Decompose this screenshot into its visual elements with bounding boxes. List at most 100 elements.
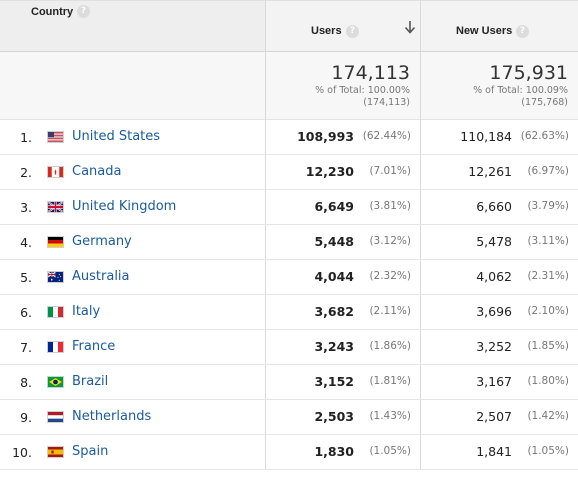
new-users-cell: 6,660 (3.79%) bbox=[420, 190, 578, 224]
users-value: 2,503 bbox=[314, 409, 354, 424]
row-rank: 8. bbox=[20, 375, 32, 390]
table-row-8: 8. Brazil 3,152 (1.81%) 3,167 (1.80%) bbox=[0, 365, 578, 400]
table-row-7: 7. France 3,243 (1.86%) 3,252 (1.85%) bbox=[0, 330, 578, 365]
users-value: 5,448 bbox=[314, 234, 354, 249]
new-users-value: 3,696 bbox=[476, 304, 512, 319]
users-cell: 3,243 (1.86%) bbox=[265, 330, 420, 364]
new-users-help-icon[interactable]: ? bbox=[516, 25, 529, 38]
row-rank: 10. bbox=[12, 445, 32, 460]
new-users-cell: 3,167 (1.80%) bbox=[420, 365, 578, 399]
totals-new-users-cell: 175,931 % of Total: 100.09% (175,768) bbox=[420, 52, 578, 120]
users-percent: (1.05%) bbox=[369, 445, 411, 457]
country-column-label: Country bbox=[31, 6, 74, 18]
new-users-percent: (1.42%) bbox=[527, 410, 569, 422]
users-percent: (3.81%) bbox=[369, 200, 411, 212]
it-flag-icon bbox=[47, 306, 64, 318]
users-percent: (3.12%) bbox=[369, 235, 411, 247]
users-percent: (62.44%) bbox=[362, 130, 411, 142]
new-users-cell: 1,841 (1.05%) bbox=[420, 435, 578, 469]
users-value: 108,993 bbox=[297, 129, 354, 144]
country-cell: 6. Italy bbox=[0, 295, 265, 329]
users-value: 3,243 bbox=[314, 339, 354, 354]
country-cell: 10. Spain bbox=[0, 435, 265, 469]
header-new-users[interactable]: New Users ? bbox=[420, 0, 578, 52]
new-users-cell: 4,062 (2.31%) bbox=[420, 260, 578, 294]
new-users-value: 6,660 bbox=[476, 199, 512, 214]
row-rank: 4. bbox=[20, 235, 32, 250]
users-help-icon[interactable]: ? bbox=[346, 25, 359, 38]
country-link[interactable]: Canada bbox=[72, 164, 122, 179]
users-value: 3,682 bbox=[314, 304, 354, 319]
new-users-value: 3,167 bbox=[476, 374, 512, 389]
us-flag-icon bbox=[47, 131, 64, 143]
users-value: 1,830 bbox=[314, 444, 354, 459]
sort-descending-icon[interactable] bbox=[404, 19, 416, 35]
new-users-column-label: New Users bbox=[456, 25, 513, 37]
users-cell: 5,448 (3.12%) bbox=[265, 225, 420, 259]
new-users-percent: (2.31%) bbox=[527, 270, 569, 282]
users-cell: 12,230 (7.01%) bbox=[265, 155, 420, 189]
total-new-users-pct: % of Total: 100.09% bbox=[473, 85, 568, 96]
country-link[interactable]: Germany bbox=[72, 234, 132, 249]
country-link[interactable]: Netherlands bbox=[72, 409, 152, 424]
header-users[interactable]: Users ? bbox=[265, 0, 420, 52]
users-cell: 3,682 (2.11%) bbox=[265, 295, 420, 329]
country-link[interactable]: United States bbox=[72, 129, 161, 144]
country-link[interactable]: Italy bbox=[72, 304, 101, 319]
users-cell: 3,152 (1.81%) bbox=[265, 365, 420, 399]
country-cell: 4. Germany bbox=[0, 225, 265, 259]
row-rank: 3. bbox=[20, 200, 32, 215]
country-link[interactable]: Brazil bbox=[72, 374, 109, 389]
gb-flag-icon bbox=[47, 201, 64, 213]
country-cell: 7. France bbox=[0, 330, 265, 364]
country-link[interactable]: France bbox=[72, 339, 116, 354]
row-rank: 5. bbox=[20, 270, 32, 285]
new-users-cell: 3,696 (2.10%) bbox=[420, 295, 578, 329]
table-row-6: 6. Italy 3,682 (2.11%) 3,696 (2.10%) bbox=[0, 295, 578, 330]
users-percent: (2.32%) bbox=[369, 270, 411, 282]
new-users-percent: (1.05%) bbox=[527, 445, 569, 457]
total-users-value: 174,113 bbox=[331, 62, 410, 84]
table-row-9: 9. Netherlands 2,503 (1.43%) 2,507 (1.42… bbox=[0, 400, 578, 435]
new-users-cell: 12,261 (6.97%) bbox=[420, 155, 578, 189]
users-percent: (1.86%) bbox=[369, 340, 411, 352]
country-cell: 2. Canada bbox=[0, 155, 265, 189]
new-users-value: 5,478 bbox=[476, 234, 512, 249]
table-row-5: 5. Australia 4,044 (2.32%) 4,062 (2.31%) bbox=[0, 260, 578, 295]
country-help-icon[interactable]: ? bbox=[77, 5, 90, 18]
es-flag-icon bbox=[47, 446, 64, 458]
new-users-cell: 3,252 (1.85%) bbox=[420, 330, 578, 364]
totals-country-cell bbox=[0, 52, 265, 120]
country-cell: 3. United Kingdom bbox=[0, 190, 265, 224]
users-percent: (2.11%) bbox=[369, 305, 411, 317]
new-users-percent: (3.79%) bbox=[527, 200, 569, 212]
users-value: 3,152 bbox=[314, 374, 354, 389]
total-new-users-value: 175,931 bbox=[489, 62, 568, 84]
row-rank: 9. bbox=[20, 410, 32, 425]
country-cell: 1. United States bbox=[0, 120, 265, 154]
users-cell: 108,993 (62.44%) bbox=[265, 120, 420, 154]
new-users-cell: 5,478 (3.11%) bbox=[420, 225, 578, 259]
new-users-value: 110,184 bbox=[460, 129, 512, 144]
new-users-value: 2,507 bbox=[476, 409, 512, 424]
de-flag-icon bbox=[47, 236, 64, 248]
new-users-cell: 110,184 (62.63%) bbox=[420, 120, 578, 154]
users-percent: (1.43%) bbox=[369, 410, 411, 422]
new-users-percent: (1.80%) bbox=[527, 375, 569, 387]
country-link[interactable]: United Kingdom bbox=[72, 199, 177, 214]
new-users-percent: (6.97%) bbox=[527, 165, 569, 177]
users-value: 6,649 bbox=[314, 199, 354, 214]
new-users-percent: (2.10%) bbox=[527, 305, 569, 317]
new-users-percent: (3.11%) bbox=[527, 235, 569, 247]
country-link[interactable]: Australia bbox=[72, 269, 130, 284]
header-country[interactable]: Country ? bbox=[0, 0, 265, 52]
ca-flag-icon bbox=[47, 166, 64, 178]
country-link[interactable]: Spain bbox=[72, 444, 109, 459]
total-users-pct: % of Total: 100.00% bbox=[315, 85, 410, 96]
users-cell: 1,830 (1.05%) bbox=[265, 435, 420, 469]
users-cell: 6,649 (3.81%) bbox=[265, 190, 420, 224]
users-value: 12,230 bbox=[305, 164, 354, 179]
users-column-label: Users bbox=[311, 25, 342, 37]
row-rank: 2. bbox=[20, 165, 32, 180]
